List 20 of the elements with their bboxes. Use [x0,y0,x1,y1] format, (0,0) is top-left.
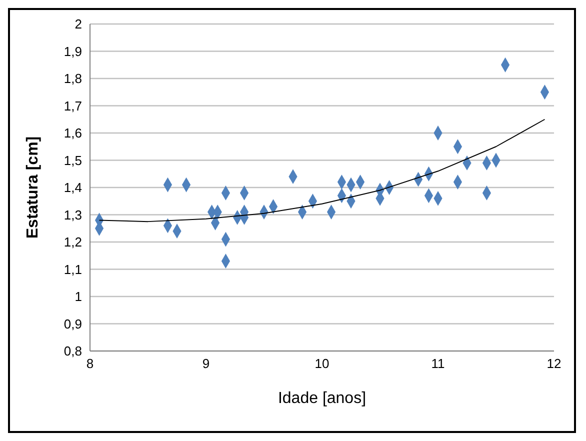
y-tick-label: 0,9 [64,316,82,332]
y-tick-label: 0,8 [64,344,82,359]
y-tick-label: 1,9 [64,44,82,59]
x-axis-title: Idade [anos] [278,390,366,407]
y-tick-label: 1,2 [64,234,82,250]
y-tick-label: 1,3 [64,207,82,222]
y-tick-label: 1,7 [64,98,82,114]
y-tick-label: 1,5 [64,152,82,168]
y-tick-label: 1,6 [64,126,82,141]
x-tick-label: 11 [431,356,445,372]
x-tick-label: 12 [546,356,562,372]
x-tick-label: 9 [202,356,210,372]
y-tick-label: 1 [74,289,82,304]
x-tick-label: 10 [314,356,330,372]
y-tick-label: 1,1 [64,262,82,277]
x-tick-label: 8 [86,356,94,372]
y-axis-title: Estatura [cm] [24,136,42,239]
y-tick-label: 1,4 [64,180,82,196]
y-tick-label: 1,8 [64,71,82,86]
y-tick-label: 2 [74,16,82,32]
